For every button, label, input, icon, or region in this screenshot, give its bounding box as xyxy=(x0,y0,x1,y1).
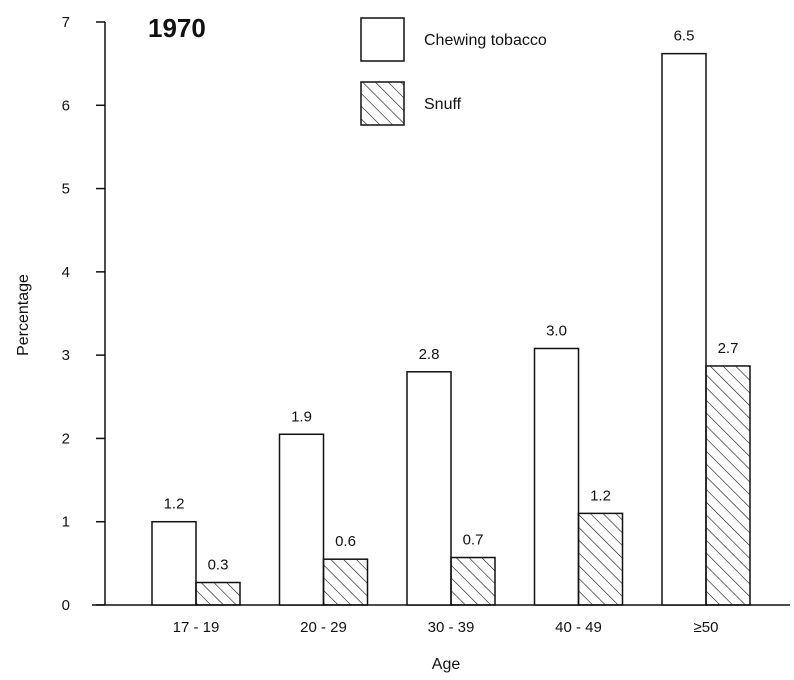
y-tick-label-4: 4 xyxy=(62,264,70,281)
legend-swatch-chewing-tobacco xyxy=(360,17,405,62)
legend-label-chewing-tobacco: Chewing tobacco xyxy=(424,32,547,49)
x-tick-labels: 17 - 19 20 - 29 30 - 39 40 - 49 ≥50 xyxy=(173,619,719,636)
y-tick-label-0: 0 xyxy=(62,597,70,614)
value-label-snuff-30-39: 0.7 xyxy=(463,532,484,549)
legend-label-snuff: Snuff xyxy=(424,96,462,113)
value-labels: 1.2 0.3 1.9 0.6 2.8 0.7 3.0 1.2 6.5 2.7 xyxy=(164,28,739,574)
value-label-chewing-tobacco-30-39: 2.8 xyxy=(419,346,440,363)
bar-snuff-40-49 xyxy=(577,512,624,606)
bar-chewing-tobacco-30-39 xyxy=(406,371,452,606)
value-label-chewing-tobacco-17-19: 1.2 xyxy=(164,496,185,513)
bar-snuff-50 xyxy=(705,365,751,606)
x-tick-label-50: ≥50 xyxy=(694,619,719,636)
bar-chewing-tobacco-50 xyxy=(661,52,707,606)
bar-chewing-tobacco-20-29 xyxy=(278,433,325,606)
x-tick-label-20-29: 20 - 29 xyxy=(300,619,347,636)
y-tick-label-5: 5 xyxy=(62,181,70,198)
y-tick-label-2: 2 xyxy=(62,430,70,447)
value-label-chewing-tobacco-50: 6.5 xyxy=(674,28,695,45)
x-tick-label-30-39: 30 - 39 xyxy=(428,619,475,636)
x-tick-label-17-19: 17 - 19 xyxy=(173,619,220,636)
value-label-chewing-tobacco-40-49: 3.0 xyxy=(546,322,567,339)
bar-chewing-tobacco-17-19 xyxy=(151,520,197,606)
x-axis-title: Age xyxy=(432,656,461,673)
y-axis-ticks: 0 1 2 3 4 5 6 7 xyxy=(62,14,105,614)
x-tick-label-40-49: 40 - 49 xyxy=(555,619,602,636)
legend-swatch-snuff xyxy=(360,81,405,126)
chart-title: 1970 xyxy=(148,13,206,43)
value-label-chewing-tobacco-20-29: 1.9 xyxy=(291,408,312,425)
value-label-snuff-50: 2.7 xyxy=(718,340,739,357)
bar-snuff-17-19 xyxy=(195,581,241,606)
bar-snuff-30-39 xyxy=(450,556,496,606)
value-label-snuff-40-49: 1.2 xyxy=(590,487,611,504)
bar-snuff-20-29 xyxy=(322,558,369,606)
y-tick-label-7: 7 xyxy=(62,14,70,31)
value-label-snuff-20-29: 0.6 xyxy=(335,533,356,550)
y-tick-label-3: 3 xyxy=(62,347,70,364)
bar-chewing-tobacco-40-49 xyxy=(533,347,580,606)
y-tick-label-1: 1 xyxy=(62,514,70,531)
y-axis-title: Percentage xyxy=(15,274,32,356)
y-tick-label-6: 6 xyxy=(62,97,70,114)
bars xyxy=(151,52,751,606)
legend: Chewing tobacco Snuff xyxy=(360,17,547,126)
value-label-snuff-17-19: 0.3 xyxy=(208,557,229,574)
